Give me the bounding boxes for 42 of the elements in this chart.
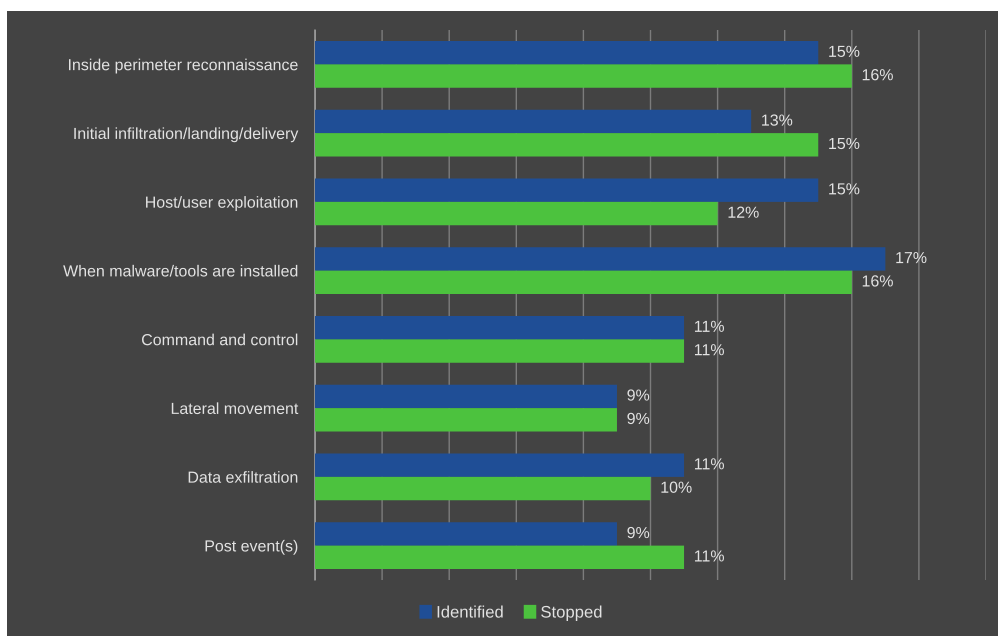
bar bbox=[315, 476, 650, 500]
data-label: 11% bbox=[694, 344, 724, 356]
y-tick-label: Host/user exploitation bbox=[146, 196, 298, 211]
data-label: 9% bbox=[627, 389, 650, 401]
data-label: 13% bbox=[762, 114, 792, 126]
y-tick-label: Data exfiltration bbox=[188, 471, 298, 483]
data-label: 15% bbox=[829, 138, 860, 150]
bar bbox=[315, 178, 818, 202]
bar bbox=[315, 41, 818, 64]
bar bbox=[315, 247, 886, 271]
bar bbox=[315, 270, 852, 294]
bar bbox=[315, 522, 617, 546]
bar bbox=[315, 546, 684, 569]
legend-label: Stopped bbox=[541, 605, 602, 621]
data-label: 16% bbox=[862, 275, 893, 287]
y-tick-label: Lateral movement bbox=[172, 402, 298, 414]
data-label: 9% bbox=[627, 526, 650, 538]
legend-label: Identified bbox=[438, 605, 503, 618]
bar bbox=[315, 110, 752, 134]
y-tick-label: Initial infiltration/landing/delivery bbox=[74, 127, 298, 142]
data-label: 16% bbox=[862, 69, 893, 80]
data-label: 10% bbox=[661, 482, 692, 493]
y-tick-label: When malware/tools are installed bbox=[63, 264, 298, 277]
data-label: 12% bbox=[728, 206, 759, 218]
bar bbox=[315, 384, 617, 408]
bar bbox=[315, 133, 818, 156]
y-tick-label: Command and control bbox=[142, 334, 298, 346]
y-tick-label: Post event(s) bbox=[206, 540, 298, 555]
bar bbox=[315, 316, 684, 340]
data-label: 11% bbox=[694, 458, 724, 470]
data-label: 9% bbox=[627, 412, 650, 424]
data-label: 15% bbox=[829, 183, 860, 194]
bar bbox=[315, 202, 718, 226]
y-tick-label: Inside perimeter reconnaissance bbox=[68, 58, 298, 74]
data-label: 11% bbox=[694, 550, 724, 562]
bar bbox=[315, 64, 852, 88]
data-label: 11% bbox=[694, 320, 724, 332]
bar bbox=[315, 408, 617, 432]
bar bbox=[315, 339, 684, 363]
bar bbox=[315, 454, 684, 477]
data-label: 15% bbox=[829, 46, 860, 57]
data-label: 17% bbox=[896, 252, 926, 264]
